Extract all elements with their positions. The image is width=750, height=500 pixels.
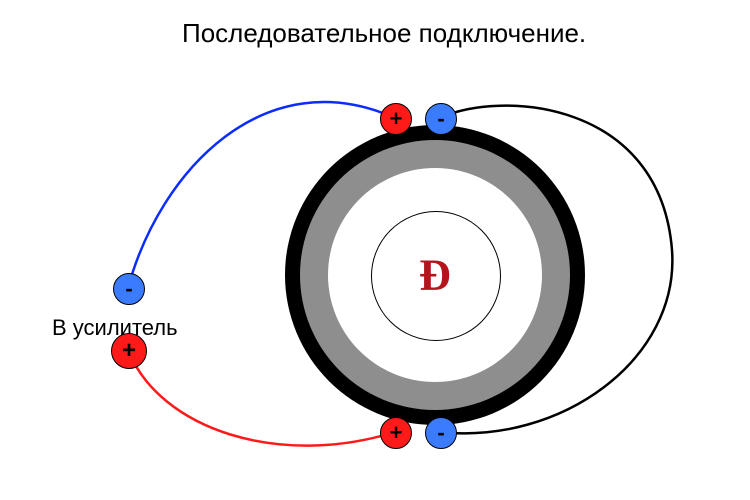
- voice-coil-2-positive-terminal: +: [380, 417, 412, 449]
- voice-coil-1-negative-terminal: -: [425, 103, 457, 135]
- speaker-logo: Ð: [419, 250, 451, 301]
- voice-coil-2-negative-terminal: -: [425, 417, 457, 449]
- amplifier-negative-terminal: -: [113, 273, 145, 305]
- voice-coil-1-positive-terminal: +: [380, 103, 412, 135]
- amplifier-label: В усилитель: [52, 315, 178, 341]
- amplifier-positive-terminal: +: [111, 333, 147, 369]
- diagram-title: Последовательное подключение.: [182, 18, 586, 49]
- diagram-canvas: Последовательное подключение. В усилител…: [0, 0, 750, 500]
